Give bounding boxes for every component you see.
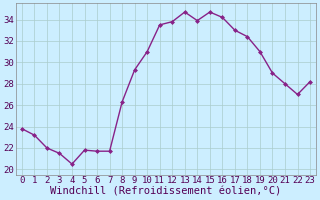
X-axis label: Windchill (Refroidissement éolien,°C): Windchill (Refroidissement éolien,°C) xyxy=(50,187,282,197)
